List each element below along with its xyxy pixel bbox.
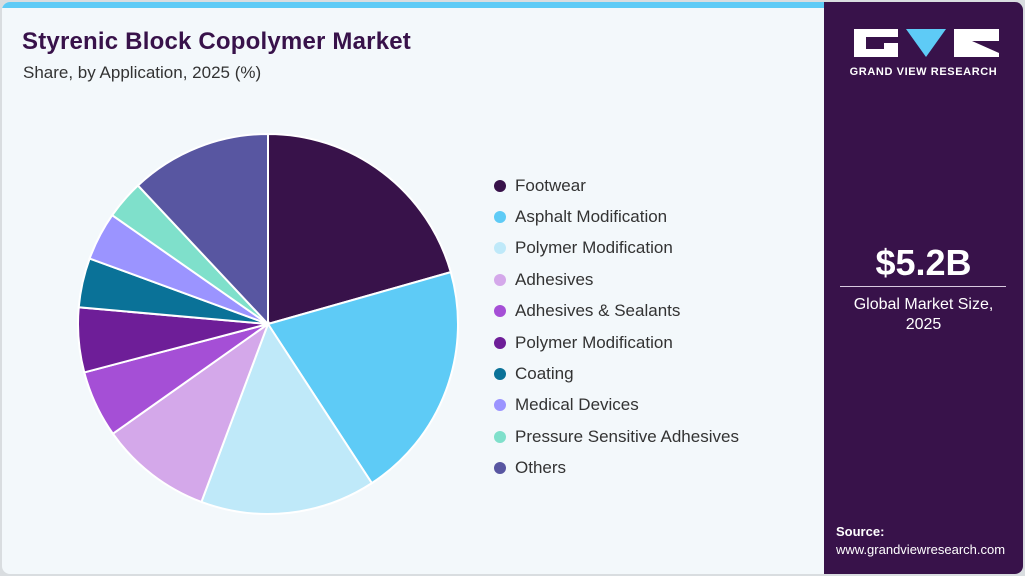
legend-label: Coating: [515, 364, 574, 384]
source-link[interactable]: www.grandviewresearch.com: [836, 542, 1006, 557]
legend-item: Adhesives & Sealants: [494, 296, 739, 327]
legend-label: Polymer Modification: [515, 238, 673, 258]
legend-item: Coating: [494, 358, 739, 389]
legend-swatch-icon: [494, 430, 506, 443]
legend-item: Medical Devices: [494, 390, 739, 421]
legend-label: Adhesives: [515, 269, 594, 289]
legend-label: Medical Devices: [515, 395, 639, 415]
legend-swatch-icon: [494, 399, 506, 412]
legend-swatch-icon: [494, 242, 506, 255]
legend-item: Footwear: [494, 170, 739, 201]
chart-title: Styrenic Block Copolymer Market: [22, 28, 411, 55]
legend-item: Adhesives: [494, 264, 739, 295]
divider: [840, 286, 1006, 287]
legend-label: Polymer Modification: [515, 332, 673, 352]
sidebar-panel: GRAND VIEW RESEARCH $5.2B Global Market …: [824, 2, 1023, 574]
market-size-label-year: 2025: [905, 316, 942, 333]
pie-slice: [266, 270, 459, 485]
gvr-logo-icon: [854, 29, 999, 57]
accent-bar: [2, 2, 824, 8]
market-size-value: $5.2B: [875, 242, 972, 283]
legend-swatch-icon: [494, 368, 506, 381]
legend-item: Asphalt Modification: [494, 201, 739, 232]
pie-slice: [136, 132, 269, 327]
market-size-label-line1: Global Market Size,: [853, 296, 994, 313]
pie-slice: [111, 321, 271, 504]
legend-swatch-icon: [494, 211, 506, 224]
legend-swatch-icon: [494, 305, 506, 318]
legend-label: Others: [515, 458, 567, 478]
legend-swatch-icon: [494, 462, 506, 475]
pie-slice: [200, 321, 374, 515]
chart-legend: Footwear Asphalt Modification Polymer Modi…: [494, 170, 739, 484]
legend-item: Polymer Modification: [494, 233, 739, 264]
legend-swatch-icon: [494, 273, 506, 286]
legend-swatch-icon: [494, 179, 506, 192]
legend-item: Others: [494, 453, 739, 484]
legend-label: Pressure Sensitive Adhesives: [515, 426, 739, 446]
pie-slice: [267, 132, 453, 326]
legend-label: Adhesives & Sealants: [515, 301, 681, 321]
legend-item: Pressure Sensitive Adhesives: [494, 421, 739, 452]
market-size-label: Global Market Size, 2025: [824, 295, 1023, 335]
legend-item: Polymer Modification: [494, 327, 739, 358]
source-heading: Source:: [836, 524, 885, 539]
chart-subtitle: Share, by Application, 2025 (%): [23, 63, 262, 82]
pie-chart: [77, 132, 459, 515]
legend-label: Asphalt Modification: [515, 207, 668, 227]
legend-label: Footwear: [515, 175, 586, 195]
legend-swatch-icon: [494, 336, 506, 349]
brand-name: GRAND VIEW RESEARCH: [849, 66, 998, 78]
